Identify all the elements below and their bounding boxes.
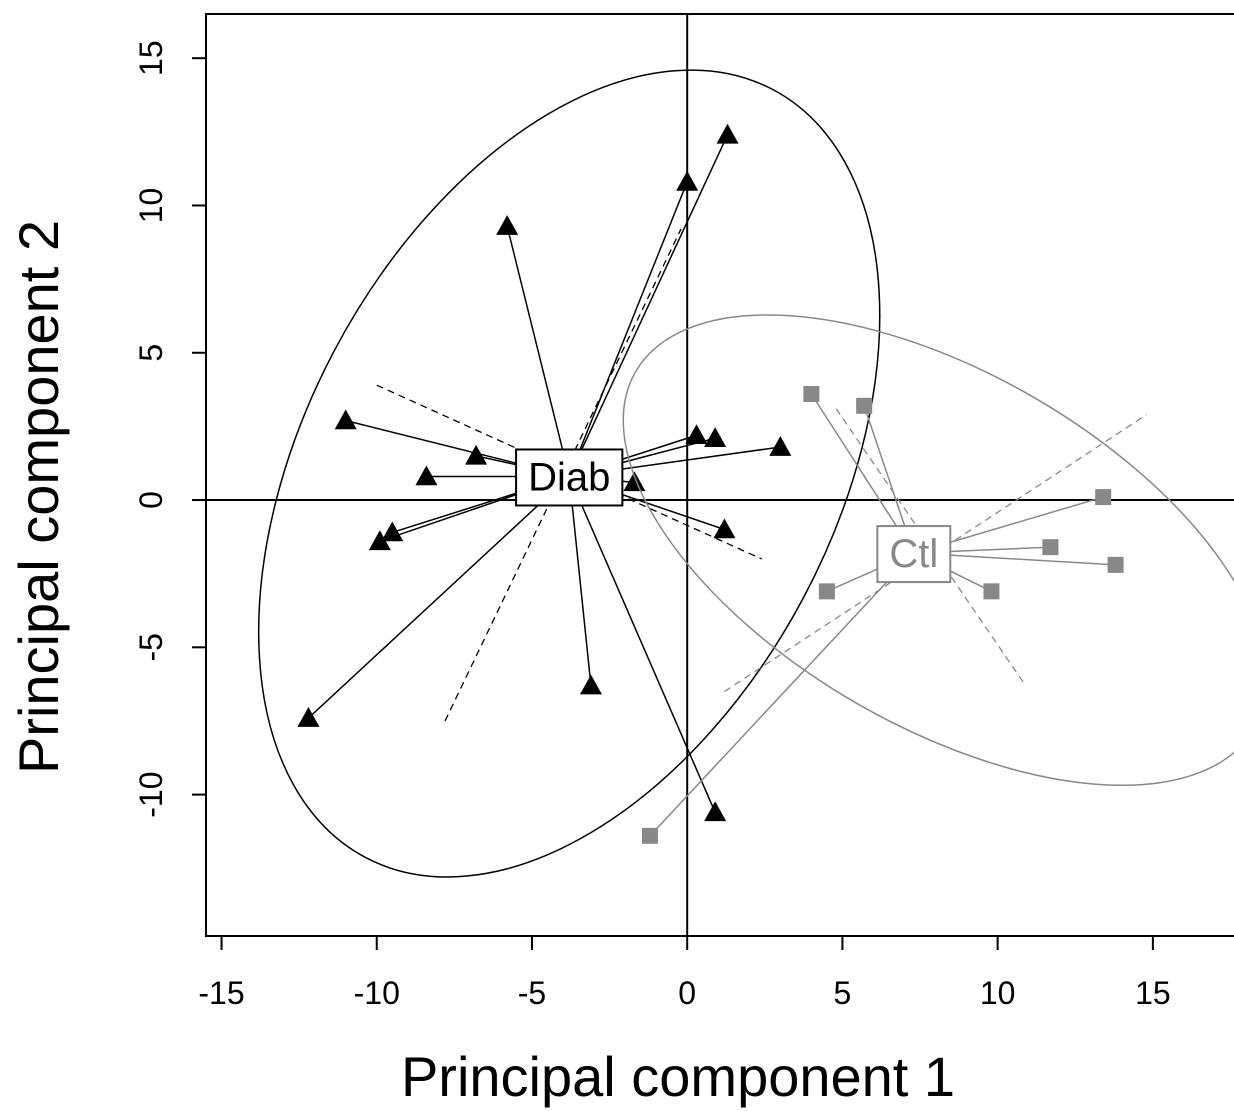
diab-label-text: Diab bbox=[528, 455, 610, 499]
diab-spoke bbox=[506, 225, 570, 477]
diab-point bbox=[465, 444, 488, 465]
y-tick-label: -10 bbox=[133, 771, 169, 817]
diab-point bbox=[368, 530, 391, 551]
diab-point bbox=[769, 436, 792, 456]
ctl-point bbox=[1042, 539, 1059, 556]
x-tick-label: 5 bbox=[834, 975, 852, 1011]
reference-lines bbox=[206, 14, 1234, 936]
diab-spoke bbox=[568, 134, 729, 477]
ctl-point bbox=[818, 583, 835, 600]
ctl-point bbox=[1095, 489, 1112, 506]
x-tick-label: -15 bbox=[198, 975, 244, 1011]
diab-point bbox=[496, 215, 519, 235]
diab-point bbox=[685, 424, 708, 445]
ctl-label-text: Ctl bbox=[889, 532, 938, 576]
y-axis-title: Principal component 2 bbox=[7, 220, 70, 774]
x-tick-label: -10 bbox=[354, 975, 400, 1011]
diab-point bbox=[716, 123, 739, 144]
x-tick-label: -5 bbox=[518, 975, 546, 1011]
diab-spoke bbox=[568, 476, 592, 686]
diab-label-box bbox=[515, 448, 624, 507]
diab-point bbox=[579, 674, 602, 695]
x-tick-label: 15 bbox=[1135, 975, 1171, 1011]
diab-point bbox=[704, 427, 727, 447]
ctl-point bbox=[856, 397, 873, 414]
ctl-ellipse-axis bbox=[835, 408, 1027, 686]
y-tick-label: 0 bbox=[133, 491, 169, 509]
diab-point bbox=[623, 471, 646, 492]
diab-point bbox=[713, 518, 736, 539]
diab-spoke bbox=[568, 181, 688, 477]
diab-ellipse-axis bbox=[444, 228, 682, 722]
x-axis: -15 -10 -5 0 5 10 15 bbox=[198, 935, 1171, 1011]
diab-spoke bbox=[568, 476, 716, 813]
ctl-label-box bbox=[876, 525, 952, 584]
y-tick-label: 15 bbox=[133, 40, 169, 76]
diab-ellipse bbox=[257, 69, 881, 878]
ctl-point bbox=[803, 385, 820, 402]
x-tick-label: 10 bbox=[980, 975, 1016, 1011]
ctl-group: Ctl bbox=[622, 314, 1234, 844]
y-tick-label: 5 bbox=[133, 344, 169, 362]
ctl-point bbox=[983, 583, 1000, 600]
diab-spoke bbox=[307, 475, 570, 719]
diab-point bbox=[704, 801, 727, 822]
diab-point bbox=[297, 707, 320, 727]
plot-groups: Diab Ctl bbox=[257, 69, 1234, 878]
ctl-ellipse bbox=[622, 314, 1234, 787]
diab-point bbox=[415, 465, 438, 486]
diab-ellipse-axis bbox=[376, 384, 762, 560]
x-axis-title: Principal component 1 bbox=[401, 1045, 955, 1108]
y-tick-label: -5 bbox=[133, 633, 169, 661]
diab-point bbox=[676, 170, 699, 191]
diab-point bbox=[334, 409, 357, 430]
x-tick-label: 0 bbox=[678, 975, 696, 1011]
y-axis: -10 -5 0 5 10 15 bbox=[133, 40, 207, 818]
diab-group: Diab bbox=[257, 69, 881, 878]
ctl-point bbox=[641, 827, 658, 844]
ctl-spoke bbox=[649, 552, 915, 837]
diab-point bbox=[381, 521, 404, 542]
y-tick-label: 10 bbox=[133, 188, 169, 224]
ctl-point bbox=[1107, 556, 1124, 573]
